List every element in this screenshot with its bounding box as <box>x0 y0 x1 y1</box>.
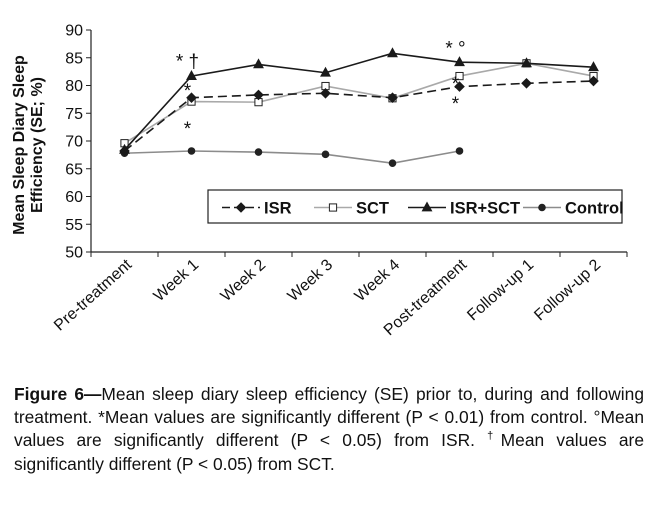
series-isr-sct <box>119 47 599 154</box>
point-isr-post-treatment <box>454 81 465 92</box>
series-isr <box>119 75 599 157</box>
point-isr-week-2 <box>253 89 264 101</box>
point-isr-week-3 <box>320 87 331 99</box>
figure-caption: Figure 6—Mean sleep diary sleep efficien… <box>14 383 644 476</box>
y-axis-title-line-1: Mean Sleep Diary Sleep <box>11 55 28 235</box>
point-control-week-2 <box>254 148 263 156</box>
point-isr-sct-week-1 <box>186 70 197 80</box>
y-tick-label: 55 <box>65 217 83 234</box>
legend-label: ISR <box>264 200 292 218</box>
legend-label: Control <box>565 200 624 218</box>
chart-annotations: * †*** °** <box>176 39 466 140</box>
chart-axes: 50 55 60 65 70 75 80 85 90 Pre-treatment Week 1 Wee… <box>11 23 628 339</box>
legend-swatch-marker <box>235 202 247 213</box>
y-tick-label: 60 <box>65 189 83 206</box>
line-chart: 50 55 60 65 70 75 80 85 90 Pre-treatment Week 1 Wee… <box>11 23 628 339</box>
caption-dash: — <box>84 384 102 404</box>
point-isr-week-1 <box>186 92 197 104</box>
legend-swatch-marker <box>421 201 433 212</box>
y-tick-label: 65 <box>65 161 83 178</box>
y-axis-title-line-2: Efficiency (SE; %) <box>29 77 46 213</box>
point-isr-sct-post-treatment <box>454 56 465 67</box>
point-isr-sct-follow-up-2 <box>588 61 599 72</box>
x-tick-label-week-1: Week 1 <box>151 256 203 305</box>
legend-item-sct: SCT <box>314 200 389 218</box>
x-tick-label-pre-treatment: Pre-treatment <box>51 256 135 334</box>
x-tick-label-follow-up-2: Follow-up 2 <box>531 256 604 324</box>
point-isr-sct-week-2 <box>253 58 264 69</box>
chart-legend: ISR SCT ISR+SCT Control <box>207 189 624 224</box>
significance-annotation: * † <box>176 51 199 72</box>
x-tick-label-week-3: Week 3 <box>285 256 337 305</box>
caption-label: Figure 6 <box>14 384 85 404</box>
legend-item-isr-sct: ISR+SCT <box>408 200 520 218</box>
caption-dagger: † <box>487 430 501 443</box>
legend-item-isr: ISR <box>222 200 292 218</box>
series-control <box>120 147 464 167</box>
y-tick-label: 75 <box>65 106 83 123</box>
caption-text-2: Mean values are significantly different … <box>14 430 644 474</box>
point-isr-sct-pre-treatment <box>119 143 130 154</box>
series-line-control <box>124 150 460 165</box>
significance-annotation: * <box>452 74 460 95</box>
x-tick-label-week-4: Week 4 <box>352 256 404 305</box>
point-isr-week-4 <box>387 92 398 104</box>
significance-annotation: * <box>184 119 192 140</box>
y-tick-label: 50 <box>65 245 83 262</box>
caption-text: Mean sleep diary sleep efficiency (SE) p… <box>14 384 644 451</box>
x-tick-label-follow-up-1: Follow-up 1 <box>464 256 537 324</box>
y-tick-label: 85 <box>65 50 83 67</box>
point-isr-sct-week-3 <box>320 66 331 77</box>
x-tick-label-week-2: Week 2 <box>218 256 270 305</box>
series-line-isr-sct <box>123 52 594 151</box>
point-control-post-treatment <box>455 147 464 155</box>
y-tick-label: 90 <box>65 23 83 40</box>
legend-label: SCT <box>356 200 389 218</box>
point-isr-sct-follow-up-1 <box>521 57 532 68</box>
point-sct-post-treatment <box>455 71 464 81</box>
point-isr-follow-up-1 <box>521 77 532 89</box>
series-line-sct <box>124 62 594 144</box>
point-isr-follow-up-2 <box>588 75 599 87</box>
legend-box <box>207 189 623 224</box>
significance-annotation: * ° <box>445 39 465 60</box>
y-axis-title: Mean Sleep Diary SleepEfficiency (SE; %) <box>11 55 46 235</box>
y-tick-label: 80 <box>65 78 83 95</box>
significance-annotation: * <box>452 94 460 115</box>
legend-swatch-marker <box>538 203 546 212</box>
point-control-week-3 <box>321 150 330 159</box>
legend-label: ISR+SCT <box>450 200 520 218</box>
point-control-week-4 <box>388 159 397 167</box>
significance-annotation: * <box>184 81 192 102</box>
point-isr-sct-week-4 <box>387 47 398 58</box>
legend-item-control: Control <box>523 200 624 218</box>
legend-swatch-marker <box>328 203 338 212</box>
y-tick-label: 70 <box>65 134 83 151</box>
chart-series <box>119 47 599 167</box>
series-line-isr <box>124 80 594 152</box>
point-control-week-1 <box>187 147 196 155</box>
